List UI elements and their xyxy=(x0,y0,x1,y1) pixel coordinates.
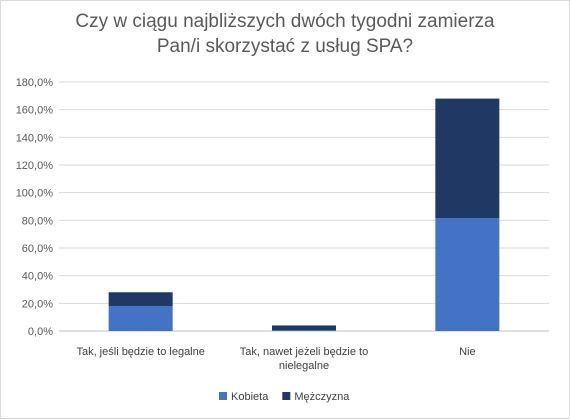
legend-swatch-mezczyzna xyxy=(282,392,291,400)
bars xyxy=(108,98,500,331)
bar-kobieta xyxy=(435,218,500,331)
y-tick-label: 60,0% xyxy=(22,243,53,255)
x-axis-category-labels: Tak, jeśli będzie to legalne Tak, nawet j… xyxy=(76,346,475,372)
y-tick-label: 20,0% xyxy=(22,298,53,310)
x-category-label: nielegalne xyxy=(279,360,329,372)
bar-kobieta xyxy=(108,306,173,331)
y-tick-label: 140,0% xyxy=(16,132,54,144)
y-tick-label: 0,0% xyxy=(28,326,53,338)
y-axis-tick-labels: 0,0% 20,0% 40,0% 60,0% 80,0% 100,0% 120,0% 140,… xyxy=(16,77,54,338)
y-tick-label: 180,0% xyxy=(16,77,54,89)
bar-mezczyzna xyxy=(108,292,173,307)
chart-title-line-1: Czy w ciągu najbliższych dwóch tygodni z… xyxy=(75,11,495,32)
y-tick-label: 80,0% xyxy=(22,215,53,227)
y-tick-label: 40,0% xyxy=(22,271,53,283)
legend-label: Kobieta xyxy=(231,391,269,403)
legend: Kobieta Mężczyzna xyxy=(219,391,350,403)
bar-kobieta xyxy=(272,330,336,331)
y-tick-label: 120,0% xyxy=(16,160,54,172)
y-tick-label: 100,0% xyxy=(16,188,54,200)
bar-mezczyzna xyxy=(272,325,336,331)
legend-label: Mężczyzna xyxy=(294,391,350,403)
x-category-label: Nie xyxy=(459,346,476,358)
x-category-label: Tak, nawet jeżeli będzie to xyxy=(240,346,368,358)
chart-title-line-2: Pan/i skorzystać z usług SPA? xyxy=(156,36,414,57)
chart-title: Czy w ciągu najbliższych dwóch tygodni z… xyxy=(1,9,569,59)
y-tick-label: 160,0% xyxy=(16,105,54,117)
legend-swatch-kobieta xyxy=(219,392,227,400)
x-category-label: Tak, jeśli będzie to legalne xyxy=(76,346,204,358)
bar-mezczyzna xyxy=(435,98,500,219)
